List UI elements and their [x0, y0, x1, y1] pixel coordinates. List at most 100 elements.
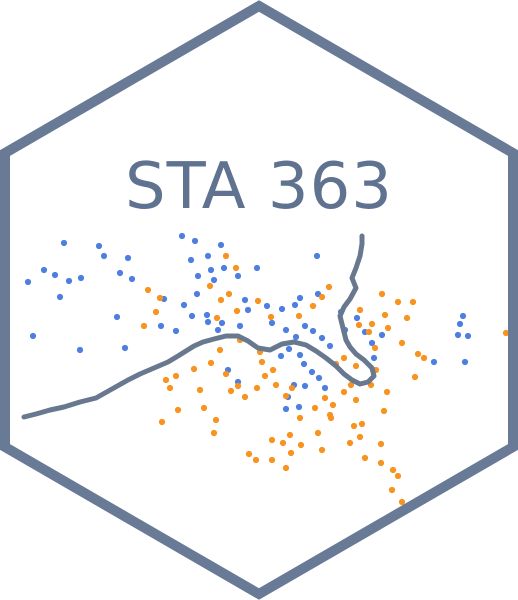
scatter-point-class-a [353, 314, 361, 322]
scatter-point-class-b [190, 365, 198, 373]
scatter-point-class-b [296, 414, 304, 422]
scatter-point-class-b [398, 498, 406, 506]
scatter-point-class-b [282, 464, 290, 472]
scatter-point-class-a [370, 354, 378, 362]
scatter-point-class-b [361, 454, 369, 462]
scatter-point-class-b [380, 407, 388, 415]
scatter-point-class-a [60, 239, 68, 247]
scatter-point-class-b [388, 486, 396, 494]
scatter-point-class-b [377, 459, 385, 467]
scatter-point-class-a [461, 358, 469, 366]
scatter-point-class-a [464, 332, 472, 340]
scatter-point-class-a [321, 384, 329, 392]
scatter-point-class-b [222, 252, 230, 260]
scatter-point-class-a [178, 232, 186, 240]
scatter-point-class-b [233, 307, 241, 315]
scatter-point-class-b [207, 359, 215, 367]
scatter-point-class-a [308, 368, 316, 376]
scatter-point-class-a [326, 342, 334, 350]
scatter-point-class-b [213, 314, 221, 322]
scatter-point-class-b [311, 404, 319, 412]
scatter-point-class-a [296, 294, 304, 302]
scatter-point-class-b [355, 321, 363, 329]
scatter-point-class-b [174, 406, 182, 414]
scatter-point-class-b [222, 370, 230, 378]
scatter-point-class-b [318, 293, 326, 301]
scatter-point-class-b [358, 420, 366, 428]
scatter-point-class-b [253, 384, 261, 392]
scatter-point-class-a [180, 301, 188, 309]
scatter-point-class-a [29, 332, 37, 340]
scatter-point-class-a [313, 252, 321, 260]
scatter-point-class-b [325, 283, 333, 291]
scatter-point-class-b [162, 376, 170, 384]
scatter-point-class-a [278, 305, 286, 313]
scatter-point-class-b [340, 388, 348, 396]
scatter-point-class-b [352, 362, 360, 370]
scatter-point-class-b [365, 328, 373, 336]
scatter-point-class-a [300, 360, 308, 368]
scatter-point-class-b [394, 298, 402, 306]
scatter-point-class-a [263, 302, 271, 310]
scatter-point-class-a [282, 326, 290, 334]
scatter-point-class-b [346, 439, 354, 447]
scatter-point-class-a [116, 269, 124, 277]
logo-title: STA 363 [125, 150, 393, 224]
scatter-point-class-b [297, 441, 305, 449]
scatter-point-class-a [207, 266, 215, 274]
scatter-point-class-b [403, 314, 411, 322]
scatter-point-class-b [378, 290, 386, 298]
scatter-point-class-a [253, 264, 261, 272]
scatter-point-class-a [295, 403, 303, 411]
scatter-point-class-b [252, 456, 260, 464]
scatter-point-class-a [124, 254, 132, 262]
scatter-point-class-b [286, 431, 294, 439]
scatter-point-class-b [309, 302, 317, 310]
scatter-point-class-b [152, 308, 160, 316]
scatter-point-class-b [389, 466, 397, 474]
scatter-point-class-b [383, 388, 391, 396]
scatter-point-class-a [285, 345, 293, 353]
scatter-point-class-a [454, 331, 462, 339]
scatter-point-class-b [321, 394, 329, 402]
scatter-point-class-a [244, 306, 252, 314]
scatter-point-class-b [156, 294, 164, 302]
scatter-point-class-a [77, 274, 85, 282]
scatter-point-class-b [414, 350, 422, 358]
scatter-point-class-b [217, 296, 225, 304]
scatter-point-class-b [420, 354, 428, 362]
scatter-point-class-b [258, 358, 266, 366]
scatter-point-class-a [301, 322, 309, 330]
scatter-point-class-b [272, 381, 280, 389]
scatter-point-class-b [267, 313, 275, 321]
scatter-point-class-a [277, 352, 285, 360]
scatter-point-class-b [356, 306, 364, 314]
scatter-point-class-a [292, 333, 300, 341]
scatter-point-class-b [279, 439, 287, 447]
scatter-point-class-a [204, 252, 212, 260]
scatter-point-class-b [282, 392, 290, 400]
scatter-class-a-points [24, 232, 472, 413]
scatter-point-class-b [318, 446, 326, 454]
scatter-point-class-a [291, 301, 299, 309]
scatter-point-class-b [216, 346, 224, 354]
scatter-point-class-b [227, 387, 235, 395]
scatter-point-class-b [329, 401, 337, 409]
scatter-point-class-a [194, 272, 202, 280]
scatter-point-class-a [193, 290, 201, 298]
scatter-point-class-b [144, 286, 152, 294]
scatter-point-class-a [65, 277, 73, 285]
scatter-point-class-b [502, 329, 510, 337]
scatter-point-class-b [140, 322, 148, 330]
scatter-point-class-a [217, 241, 225, 249]
scatter-point-class-a [241, 296, 249, 304]
scatter-point-class-b [384, 324, 392, 332]
scatter-point-class-b [261, 372, 269, 380]
scatter-point-class-a [191, 237, 199, 245]
scatter-point-class-a [301, 382, 309, 390]
scatter-point-class-b [158, 418, 166, 426]
decision-boundary-line [21, 233, 377, 420]
scatter-point-class-a [121, 344, 129, 352]
